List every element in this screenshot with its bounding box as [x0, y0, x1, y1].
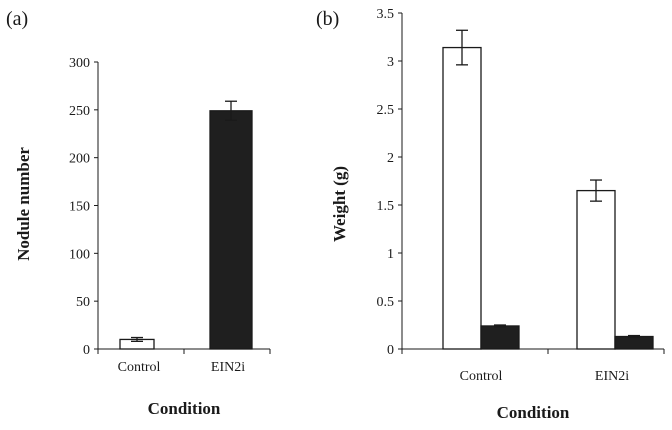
- panel-a-y-tick-label: 50: [76, 295, 90, 310]
- panel-a-y-axis-label: Nodule number: [14, 147, 33, 261]
- panel-a-y-tick-label: 250: [69, 104, 90, 119]
- panel-a-label: (a): [6, 8, 28, 30]
- panel-b-y-tick-label: 3.5: [377, 7, 395, 22]
- panel-b-category-label: Control: [460, 369, 503, 384]
- panel-a-y-tick-label: 300: [69, 56, 90, 71]
- panel-b-label: (b): [316, 8, 339, 30]
- panel-a-x-axis-label: Condition: [148, 399, 221, 418]
- panel-b-category-label: EIN2i: [595, 369, 629, 384]
- panel-a-y-tick-label: 0: [83, 343, 90, 358]
- panel-b-y-tick-label: 2: [387, 151, 394, 166]
- panel-b-bar-ein2i-series-1: [576, 189, 616, 350]
- panel-a-chart: (a) Nodule number Condition 0 50 100 150 200…: [6, 8, 271, 418]
- panel-a-y-tick-label: 100: [69, 247, 90, 262]
- panel-b-y-tick-label: 3: [387, 55, 394, 70]
- panel-b-y-tick-label: 2.5: [377, 103, 395, 118]
- panel-b-bar-ein2i-series-2: [614, 335, 654, 350]
- panel-a-category-label: EIN2i: [211, 360, 245, 375]
- panel-a-bar-ein2i: [209, 110, 253, 350]
- panel-b-bar-control-series-1: [442, 46, 482, 350]
- panel-b-y-tick-label: 0.5: [377, 295, 395, 310]
- panel-a-y-tick-label: 150: [69, 200, 90, 215]
- panel-a-y-tick-label: 200: [69, 152, 90, 167]
- panel-b-chart: (b) Weight (g) Condition 0 0.5 1 1.5 2 2.5 3 3.…: [316, 7, 665, 422]
- panel-a-category-label: Control: [118, 360, 161, 375]
- panel-b-bar-control-series-2: [480, 325, 520, 350]
- panel-b-y-tick-label: 1: [387, 247, 394, 262]
- panel-b-y-axis-label: Weight (g): [330, 166, 349, 242]
- panel-b-x-axis-label: Condition: [497, 403, 570, 422]
- panel-b-y-tick-label: 1.5: [377, 199, 395, 214]
- panel-b-y-tick-label: 0: [387, 343, 394, 358]
